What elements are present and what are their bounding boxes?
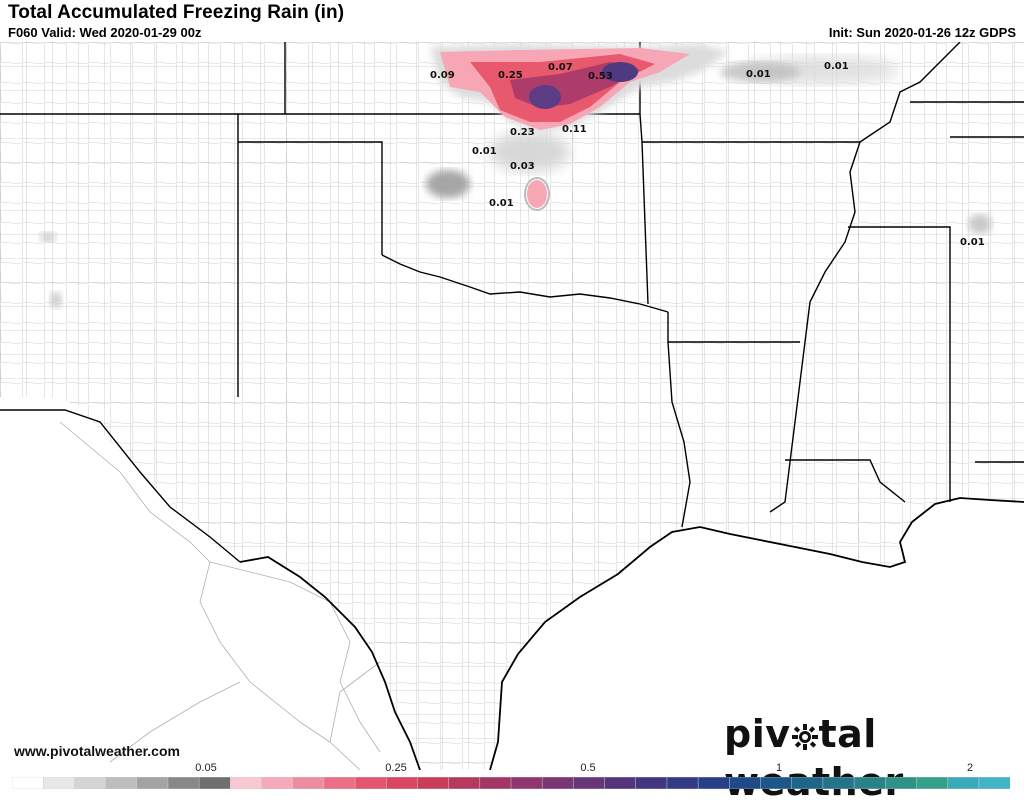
colorbar-swatch [105, 777, 138, 789]
forecast-map[interactable]: 0.09 0.25 0.07 0.53 0.01 0.01 0.23 0.11 … [0, 42, 1024, 770]
website-url[interactable]: www.pivotalweather.com [14, 743, 180, 759]
colorbar-swatch [292, 777, 325, 789]
colorbar-swatch [74, 777, 107, 789]
colorbar-swatch [791, 777, 824, 789]
colorbar-swatch [12, 777, 44, 789]
colorbar-swatch [729, 777, 762, 789]
map-value: 0.01 [960, 237, 985, 248]
colorbar-swatch [261, 777, 294, 789]
colorbar-swatch [42, 777, 76, 789]
colorbar-tick-4: 2 [966, 762, 974, 774]
colorbar-swatch [947, 777, 980, 789]
colorbar-swatch [573, 777, 606, 789]
colorbar-swatch [479, 777, 512, 789]
colorbar-swatch [760, 777, 793, 789]
mexico-borders [59, 421, 381, 770]
map-title: Total Accumulated Freezing Rain (in) [8, 2, 345, 23]
colorbar [12, 777, 1010, 789]
precip-shading [40, 44, 992, 308]
colorbar-swatch [386, 777, 419, 789]
colorbar-swatch [448, 777, 481, 789]
colorbar-swatch [697, 777, 731, 789]
map-value: 0.53 [588, 71, 613, 82]
colorbar-swatch [604, 777, 637, 789]
map-value: 0.01 [472, 146, 497, 157]
map-value: 0.01 [824, 61, 849, 72]
logo-text-left: piv [724, 712, 791, 756]
colorbar-swatch [198, 777, 232, 789]
map-value: 0.11 [562, 124, 587, 135]
colorbar-swatch [136, 777, 169, 789]
colorbar-swatch [354, 777, 387, 789]
colorbar-tick-3: 1 [775, 762, 783, 774]
colorbar-swatch [167, 777, 200, 789]
init-time: Init: Sun 2020-01-26 12z GDPS [828, 25, 1016, 40]
colorbar-swatch [822, 777, 855, 789]
colorbar-swatch [666, 777, 699, 789]
colorbar-tick-1: 0.25 [385, 762, 407, 774]
colorbar-swatch [417, 777, 450, 789]
colorbar-swatch [916, 777, 949, 789]
map-value: 0.03 [510, 161, 535, 172]
colorbar-tick-0: 0.05 [195, 762, 217, 774]
colorbar-swatch [510, 777, 543, 789]
colorbar-swatch [885, 777, 918, 789]
map-value: 0.07 [548, 62, 573, 73]
colorbar-tick-2: 0.5 [580, 762, 596, 774]
map-value: 0.09 [430, 70, 455, 81]
colorbar-swatch [978, 777, 1010, 789]
colorbar-swatch [853, 777, 886, 789]
valid-time: F060 Valid: Wed 2020-01-29 00z [8, 25, 202, 40]
map-value: 0.01 [489, 198, 514, 209]
map-value-labels: 0.09 0.25 0.07 0.53 0.01 0.01 0.23 0.11 … [430, 61, 985, 248]
colorbar-swatch [230, 777, 263, 789]
gulf-coastline [239, 497, 1024, 770]
colorbar-swatch [635, 777, 668, 789]
sun-icon [791, 716, 819, 760]
colorbar-swatch [541, 777, 575, 789]
colorbar-swatch [323, 777, 356, 789]
map-value: 0.23 [510, 127, 535, 138]
map-value: 0.01 [746, 69, 771, 80]
map-value: 0.25 [498, 70, 523, 81]
